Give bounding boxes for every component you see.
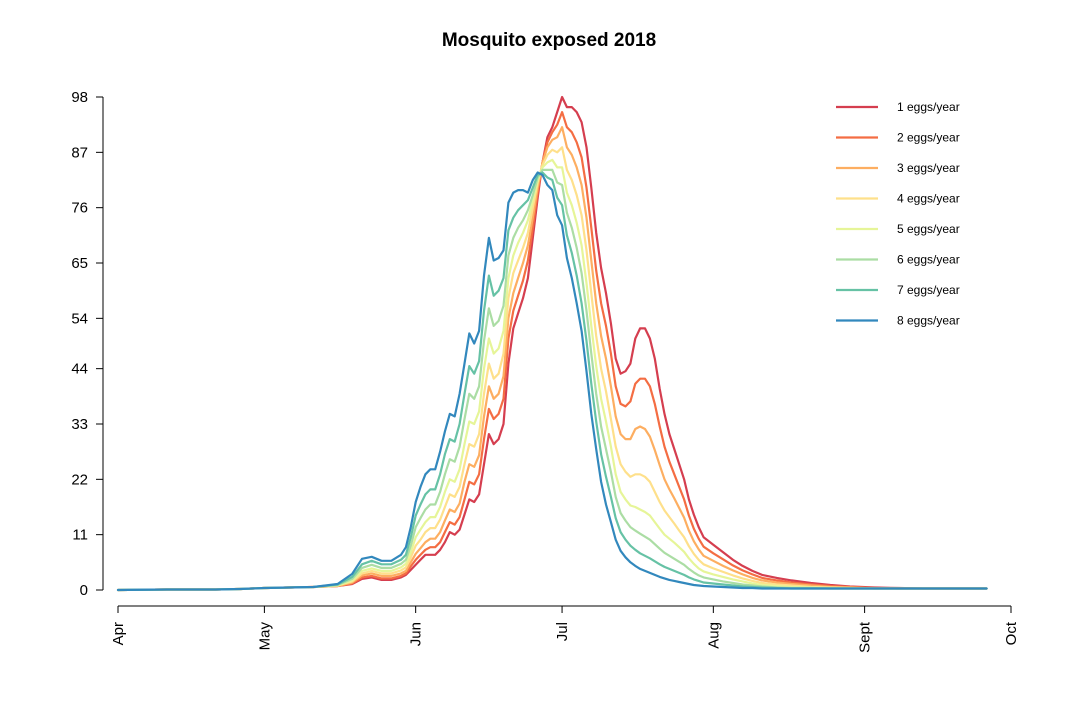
series-line-2 xyxy=(116,110,988,592)
series-line-6 xyxy=(116,168,988,592)
series-line-8 xyxy=(116,171,988,592)
x-tick-label: Sept xyxy=(857,621,874,653)
legend-label-7: 7 eggs/year xyxy=(897,283,960,297)
x-tick-label: Jul xyxy=(554,622,571,641)
series-lines xyxy=(116,95,988,592)
y-axis: 0 11 22 33 44 54 65 76 87 98 xyxy=(71,89,104,599)
y-tick-label: 65 xyxy=(71,255,88,272)
series-line-1 xyxy=(116,95,988,592)
y-tick-label: 33 xyxy=(71,416,88,433)
legend-label-8: 8 eggs/year xyxy=(897,314,960,328)
legend-label-1: 1 eggs/year xyxy=(897,100,960,114)
x-tick-label: Aug xyxy=(705,622,722,649)
series-line-7 xyxy=(116,171,988,592)
x-tick-label: Jun xyxy=(408,622,425,646)
x-tick-label: May xyxy=(256,622,273,651)
legend-label-2: 2 eggs/year xyxy=(897,131,960,145)
legend-label-3: 3 eggs/year xyxy=(897,161,960,175)
y-tick-label: 22 xyxy=(71,471,88,488)
chart-title: Mosquito exposed 2018 xyxy=(442,30,656,51)
x-tick-label: Apr xyxy=(110,622,127,645)
legend: 1 eggs/year 2 eggs/year 3 eggs/year 4 eggs/… xyxy=(836,100,960,328)
legend-label-5: 5 eggs/year xyxy=(897,222,960,236)
series-line-4 xyxy=(116,146,988,592)
y-tick-label: 44 xyxy=(71,361,88,378)
y-tick-label: 54 xyxy=(71,310,88,327)
y-tick-label: 0 xyxy=(80,582,88,599)
legend-label-4: 4 eggs/year xyxy=(897,192,960,206)
y-tick-label: 11 xyxy=(72,527,88,544)
y-tick-label: 87 xyxy=(71,144,88,161)
x-axis: Apr May Jun Jul Aug Sept Oct xyxy=(110,605,1020,653)
series-line-5 xyxy=(116,158,988,592)
series-line-3 xyxy=(116,126,988,592)
legend-label-6: 6 eggs/year xyxy=(897,253,960,267)
y-tick-label: 76 xyxy=(71,200,88,217)
y-tick-label: 98 xyxy=(71,89,88,106)
x-tick-label: Oct xyxy=(1003,621,1020,645)
